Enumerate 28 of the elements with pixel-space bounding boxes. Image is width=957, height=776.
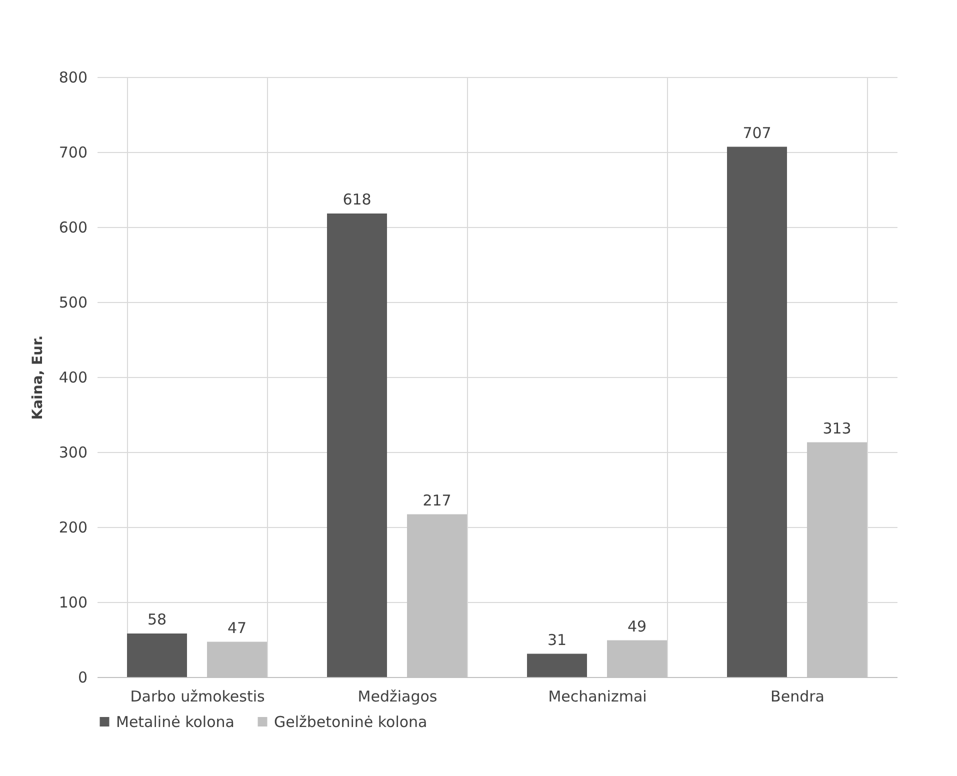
legend-label: Metalinė kolona <box>116 712 234 731</box>
y-axis-title: Kaina, Eur. <box>30 335 46 420</box>
data-label: 618 <box>342 190 372 208</box>
y-tick-label: 500 <box>58 294 88 312</box>
y-tick-label: 300 <box>58 444 88 462</box>
bar <box>327 214 387 677</box>
y-tick-label: 800 <box>58 68 88 86</box>
y-tick-label: 200 <box>58 518 88 536</box>
x-tick-label: Medžiagos <box>358 688 438 706</box>
data-label: 58 <box>147 610 167 628</box>
data-label: 707 <box>742 124 772 142</box>
y-tick-label: 700 <box>58 144 88 162</box>
y-tick-label: 400 <box>58 368 88 386</box>
x-tick-label: Mechanizmai <box>548 688 647 706</box>
bar <box>527 654 587 677</box>
data-label: 217 <box>422 491 452 510</box>
bar <box>127 634 187 677</box>
data-label: 313 <box>822 419 852 438</box>
x-tick-label: Darbo užmokestis <box>130 688 265 706</box>
x-tick-label: Bendra <box>770 688 824 706</box>
data-label: 31 <box>547 630 567 649</box>
bar <box>727 146 787 677</box>
y-tick-label: 600 <box>58 218 88 236</box>
legend-label: Gelžbetoninė kolona <box>274 712 428 731</box>
data-label: 49 <box>627 617 647 636</box>
data-label: 47 <box>227 618 247 637</box>
y-tick-label: 100 <box>58 594 88 612</box>
y-tick-label: 0 <box>78 668 88 686</box>
